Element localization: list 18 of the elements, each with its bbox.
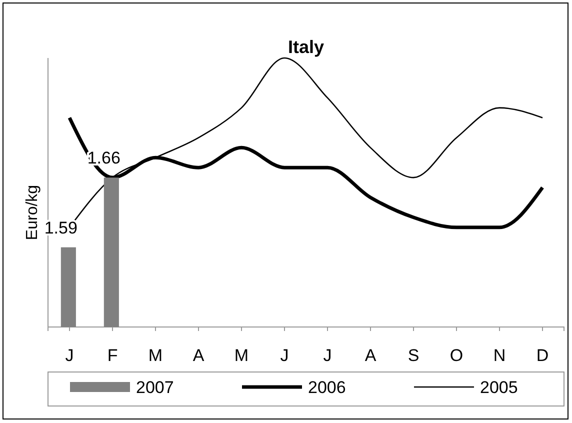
x-tick-label: O xyxy=(450,346,464,366)
y-axis-title: Euro/kg xyxy=(24,184,41,240)
x-tick-label: A xyxy=(192,346,205,366)
x-tick-label: A xyxy=(364,346,377,366)
x-tick-label: D xyxy=(536,346,549,366)
x-tick-label: J xyxy=(280,346,289,366)
legend-label: 2006 xyxy=(308,378,346,397)
x-tick-label: J xyxy=(323,346,332,366)
x-tick-label: N xyxy=(493,346,506,366)
x-tick-label: F xyxy=(107,346,118,366)
x-tick-label: S xyxy=(408,346,420,366)
legend-label: 2007 xyxy=(136,378,174,397)
data-label: 1.59 xyxy=(44,218,78,238)
chart-title: Italy xyxy=(288,37,324,57)
x-tick-label: M xyxy=(234,346,249,366)
x-tick-label: M xyxy=(148,346,163,366)
x-tick-label: J xyxy=(65,346,74,366)
legend-label: 2005 xyxy=(480,378,518,397)
